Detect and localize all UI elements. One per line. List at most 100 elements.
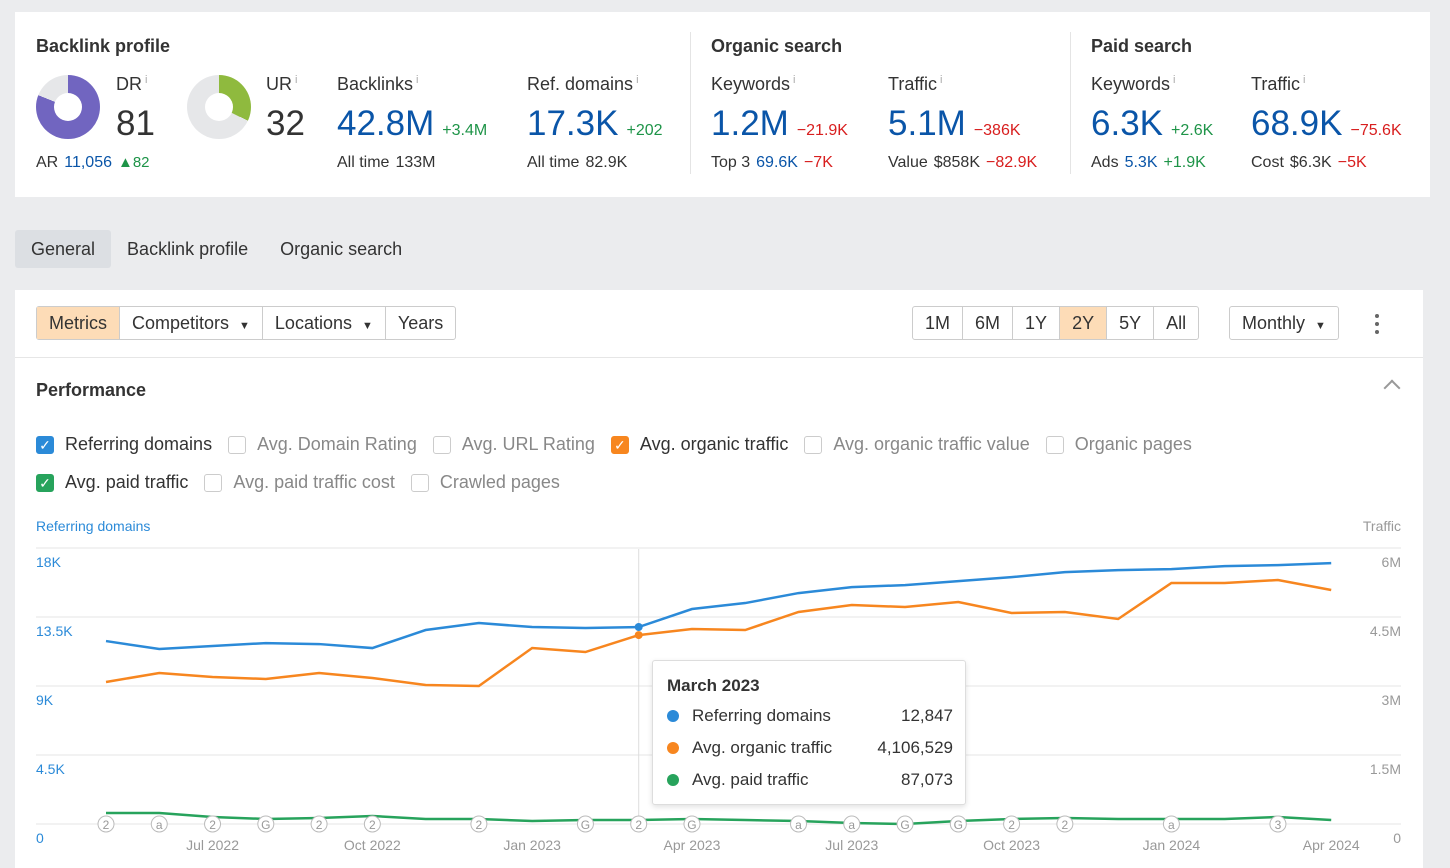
tab-backlink-profile[interactable]: Backlink profile bbox=[127, 239, 249, 259]
annotation-label: 2 bbox=[476, 818, 483, 832]
checkbox-organic-pages[interactable]: Organic pages bbox=[1045, 434, 1192, 455]
x-tick-label: Jan 2024 bbox=[1143, 837, 1201, 853]
interval-select[interactable]: Monthly ▼ bbox=[1230, 307, 1338, 339]
alltime-label: All time bbox=[337, 154, 390, 171]
paid-traffic-value[interactable]: 68.9K bbox=[1251, 104, 1343, 143]
annotation-marker-icon bbox=[363, 815, 381, 833]
ur-label[interactable]: UR i bbox=[266, 74, 297, 95]
tab-general[interactable]: General bbox=[15, 230, 112, 268]
annotation-label: G bbox=[581, 818, 590, 832]
cost-row: Cost $6.3K −5K bbox=[1251, 154, 1367, 172]
tab-organic-search[interactable]: Organic search bbox=[280, 239, 403, 259]
dr-label[interactable]: DR i bbox=[116, 74, 147, 95]
ref-domains-delta: +202 bbox=[626, 122, 663, 139]
checkmark-icon[interactable]: ✓ bbox=[610, 435, 629, 454]
checkbox-label: Avg. paid traffic bbox=[65, 472, 189, 492]
checkmark-icon[interactable]: ✓ bbox=[36, 473, 54, 492]
checkbox-avg-paid-traffic[interactable]: ✓ Avg. paid traffic bbox=[36, 472, 188, 493]
sub-label: Ads bbox=[1091, 154, 1119, 171]
ref-domains-label[interactable]: Ref. domains i bbox=[527, 74, 639, 95]
checkbox-referring-domains[interactable]: ✓ Referring domains bbox=[36, 434, 212, 455]
checkmark-icon[interactable]: ✓ bbox=[36, 435, 54, 454]
caret-down-icon: ▼ bbox=[1315, 320, 1326, 332]
left-tick-label: 0 bbox=[36, 830, 44, 846]
info-icon[interactable]: i bbox=[1303, 74, 1306, 86]
metrics-button[interactable]: Metrics bbox=[37, 307, 120, 339]
checkbox-avg-paid-traffic-cost[interactable]: Avg. paid traffic cost bbox=[204, 472, 395, 493]
info-icon[interactable]: i bbox=[636, 74, 639, 86]
info-icon[interactable]: i bbox=[295, 74, 298, 86]
paid-traffic-metric: 68.9K −75.6K bbox=[1251, 104, 1402, 144]
performance-title: Performance bbox=[36, 380, 147, 400]
tooltip-value: 12,847 bbox=[901, 706, 953, 725]
sub-delta: −7K bbox=[803, 154, 833, 171]
range-2y[interactable]: 2Y bbox=[1060, 307, 1108, 339]
organic-keywords-label[interactable]: Keywords i bbox=[711, 74, 795, 95]
paid-keywords-metric: 6.3K +2.6K bbox=[1091, 104, 1213, 144]
organic-search-section: Organic search Keywords i 1.2M −21.9K Top … bbox=[691, 12, 1070, 197]
checkbox-avg-organic-traffic-value[interactable]: Avg. organic traffic value bbox=[804, 434, 1030, 455]
info-icon[interactable]: i bbox=[1173, 74, 1176, 86]
years-button[interactable]: Years bbox=[397, 313, 444, 333]
more-options-icon[interactable] bbox=[1375, 314, 1379, 338]
ref-domains-value[interactable]: 17.3K bbox=[527, 104, 619, 143]
info-icon[interactable]: i bbox=[416, 74, 419, 86]
paid-keywords-value[interactable]: 6.3K bbox=[1091, 104, 1163, 143]
checkbox-box[interactable] bbox=[228, 435, 247, 454]
checkbox-box[interactable] bbox=[204, 473, 223, 492]
ads-row: Ads 5.3K +1.9K bbox=[1091, 154, 1206, 172]
checkbox-avg-url-rating[interactable]: Avg. URL Rating bbox=[432, 434, 595, 455]
info-icon[interactable]: i bbox=[145, 74, 148, 86]
checkbox-crawled-pages[interactable]: Crawled pages bbox=[410, 472, 560, 493]
right-tick-label: 6M bbox=[1382, 554, 1401, 570]
top3-row: Top 3 69.6K −7K bbox=[711, 154, 833, 172]
backlinks-delta: +3.4M bbox=[442, 122, 488, 139]
checkbox-box[interactable] bbox=[432, 435, 451, 454]
annotation-label: 2 bbox=[209, 818, 216, 832]
overview-panel: Backlink profile DR i 81 AR 11,056 ▲82 UR i … bbox=[15, 12, 1430, 197]
left-tick-label: 9K bbox=[36, 692, 54, 708]
range-1y[interactable]: 1Y bbox=[1013, 307, 1061, 339]
info-icon[interactable]: i bbox=[940, 74, 943, 86]
x-tick-label: Apr 2023 bbox=[664, 837, 721, 853]
ar-value[interactable]: 11,056 bbox=[64, 154, 112, 171]
locations-dropdown[interactable]: Locations ▼ bbox=[263, 307, 386, 339]
sub-value[interactable]: 5.3K bbox=[1124, 154, 1158, 171]
annotation-label: a bbox=[848, 818, 855, 832]
annotation-label: 2 bbox=[369, 818, 376, 832]
checkbox-label: Crawled pages bbox=[439, 472, 560, 492]
data-point bbox=[634, 623, 643, 632]
right-axis-title: Traffic bbox=[1363, 518, 1401, 534]
tooltip-row: Avg. paid traffic 87,073 bbox=[667, 770, 953, 790]
paid-traffic-label[interactable]: Traffic i bbox=[1251, 74, 1305, 95]
range-1m[interactable]: 1M bbox=[913, 307, 964, 339]
checkbox-avg-organic-traffic[interactable]: ✓ Avg. organic traffic bbox=[610, 434, 789, 455]
performance-chart[interactable]: Referring domains Traffic 0 0 4.5K 1.5M 9K 3M 13… bbox=[15, 290, 1423, 868]
interval-dropdown[interactable]: Monthly ▼ bbox=[1229, 306, 1339, 340]
info-icon[interactable]: i bbox=[793, 74, 796, 86]
caret-down-icon: ▼ bbox=[361, 320, 373, 332]
checkbox-avg-domain-rating[interactable]: Avg. Domain Rating bbox=[228, 434, 417, 455]
annotation-marker-icon bbox=[790, 815, 808, 833]
organic-traffic-label[interactable]: Traffic i bbox=[888, 74, 942, 95]
checkbox-box[interactable] bbox=[410, 473, 429, 492]
caret-down-icon: ▼ bbox=[239, 320, 250, 332]
annotation-label: a bbox=[156, 818, 163, 832]
checkbox-label: Avg. organic traffic bbox=[639, 434, 789, 454]
paid-keywords-label[interactable]: Keywords i bbox=[1091, 74, 1175, 95]
competitors-dropdown[interactable]: Competitors ▼ bbox=[120, 307, 263, 339]
backlinks-value[interactable]: 42.8M bbox=[337, 104, 435, 143]
organic-traffic-value[interactable]: 5.1M bbox=[888, 104, 966, 143]
checkbox-box[interactable] bbox=[804, 435, 823, 454]
ref-domains-label-text: Ref. domains bbox=[527, 74, 634, 94]
range-all[interactable]: All bbox=[1166, 313, 1187, 333]
organic-keywords-value[interactable]: 1.2M bbox=[711, 104, 789, 143]
sub-value[interactable]: 69.6K bbox=[756, 154, 798, 171]
checkbox-box[interactable] bbox=[1045, 435, 1064, 454]
series-dot-icon bbox=[667, 710, 679, 722]
range-5y[interactable]: 5Y bbox=[1107, 307, 1155, 339]
backlinks-label[interactable]: Backlinks i bbox=[337, 74, 418, 95]
range-6m[interactable]: 6M bbox=[963, 307, 1014, 339]
tooltip-label: Referring domains bbox=[692, 706, 831, 725]
backlink-profile-section: Backlink profile DR i 81 AR 11,056 ▲82 UR i … bbox=[15, 12, 690, 197]
